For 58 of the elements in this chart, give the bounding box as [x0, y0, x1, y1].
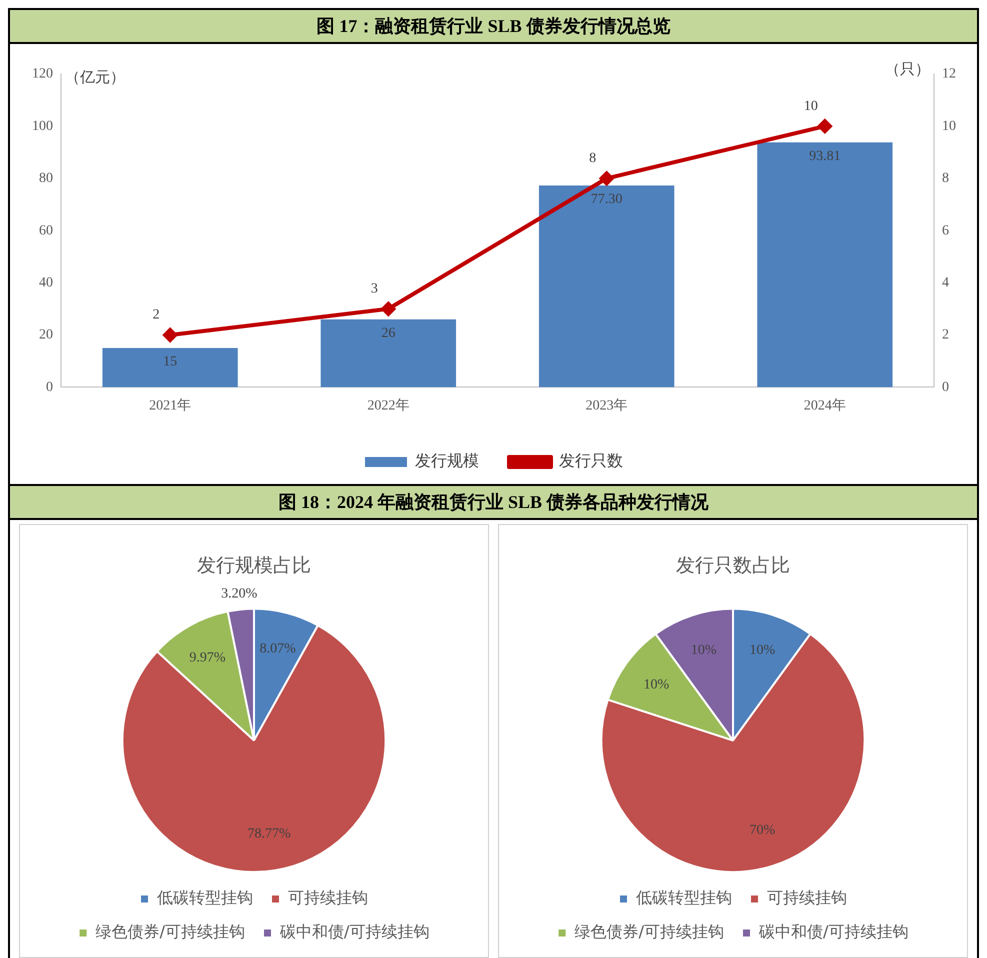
bar	[538, 185, 674, 388]
legend-label: 可持续挂钩	[767, 888, 848, 908]
y2-tick-label: 8	[942, 171, 948, 186]
y-tick-label: 60	[38, 223, 52, 238]
x-tick-label: 2023年	[585, 397, 628, 414]
x-tick-label: 2024年	[803, 397, 846, 414]
data-label: 9.97%	[189, 650, 226, 666]
point	[380, 302, 395, 316]
data-label: 10%	[644, 677, 670, 692]
data-label: 10%	[691, 642, 718, 658]
y-tick-label: 120	[32, 66, 52, 82]
y2-axis-title: （只）	[884, 60, 930, 78]
bar	[320, 319, 456, 388]
data-label: 70%	[750, 823, 776, 838]
y2-tick-label: 10	[942, 118, 956, 134]
data-label: 8	[588, 151, 596, 166]
data-label: 15	[162, 354, 177, 370]
y2-tick-label: 2	[942, 328, 948, 343]
point	[817, 119, 832, 134]
data-label: 78.77%	[247, 826, 291, 842]
legend-label: 发行只数	[558, 451, 622, 470]
legend-label: 碳中和债/可持续挂钩	[758, 922, 909, 942]
y-tick-label: 0	[46, 380, 52, 395]
y2-tick-label: 12	[942, 66, 956, 82]
y2-tick-label: 0	[942, 380, 948, 395]
data-label: 26	[380, 326, 395, 342]
legend-label: 可持续挂钩	[288, 888, 368, 908]
y2-tick-label: 6	[942, 223, 948, 238]
y-tick-label: 40	[38, 275, 52, 290]
bar	[756, 142, 892, 388]
chart-subtitle: 发行规模占比	[196, 554, 311, 576]
data-label: 8.07%	[259, 641, 296, 656]
legend-label: 绿色债券/可持续挂钩	[95, 922, 245, 942]
x-tick-label: 2021年	[148, 397, 191, 414]
legend-label: 低碳转型挂钩	[156, 888, 253, 908]
chart-title: 发行只数占比	[676, 554, 790, 576]
data-label: 77.30	[590, 192, 622, 208]
text: 图 18：2024 年融资租赁行业 SLB 债券各品种发行情况	[10, 484, 977, 520]
y-tick-label: 80	[38, 171, 52, 186]
point	[599, 171, 614, 186]
x-tick-label: 2022年	[366, 397, 409, 414]
y-tick-label: 20	[38, 328, 52, 343]
point	[162, 328, 177, 342]
y2-tick-label: 4	[942, 275, 948, 290]
legend-label: 绿色债券/可持续挂钩	[574, 922, 724, 942]
data-label: 93.81	[808, 149, 840, 164]
y-tick-label: 100	[32, 118, 52, 134]
legend-label: 低碳转型挂钩	[636, 888, 732, 908]
data-label: 3	[370, 282, 378, 297]
data-label: 10	[803, 98, 818, 114]
data-label: 3.20%	[220, 586, 258, 602]
bar	[102, 348, 238, 388]
data-label: 10%	[750, 642, 776, 658]
legend-label: 发行规模	[414, 451, 478, 470]
data-label: 2	[152, 308, 160, 323]
chart-title: 图 17：融资租赁行业 SLB 债券发行情况总览	[10, 8, 977, 44]
legend-label: 碳中和债/可持续挂钩	[278, 922, 430, 942]
y-axis-title: （亿元）	[64, 68, 124, 86]
